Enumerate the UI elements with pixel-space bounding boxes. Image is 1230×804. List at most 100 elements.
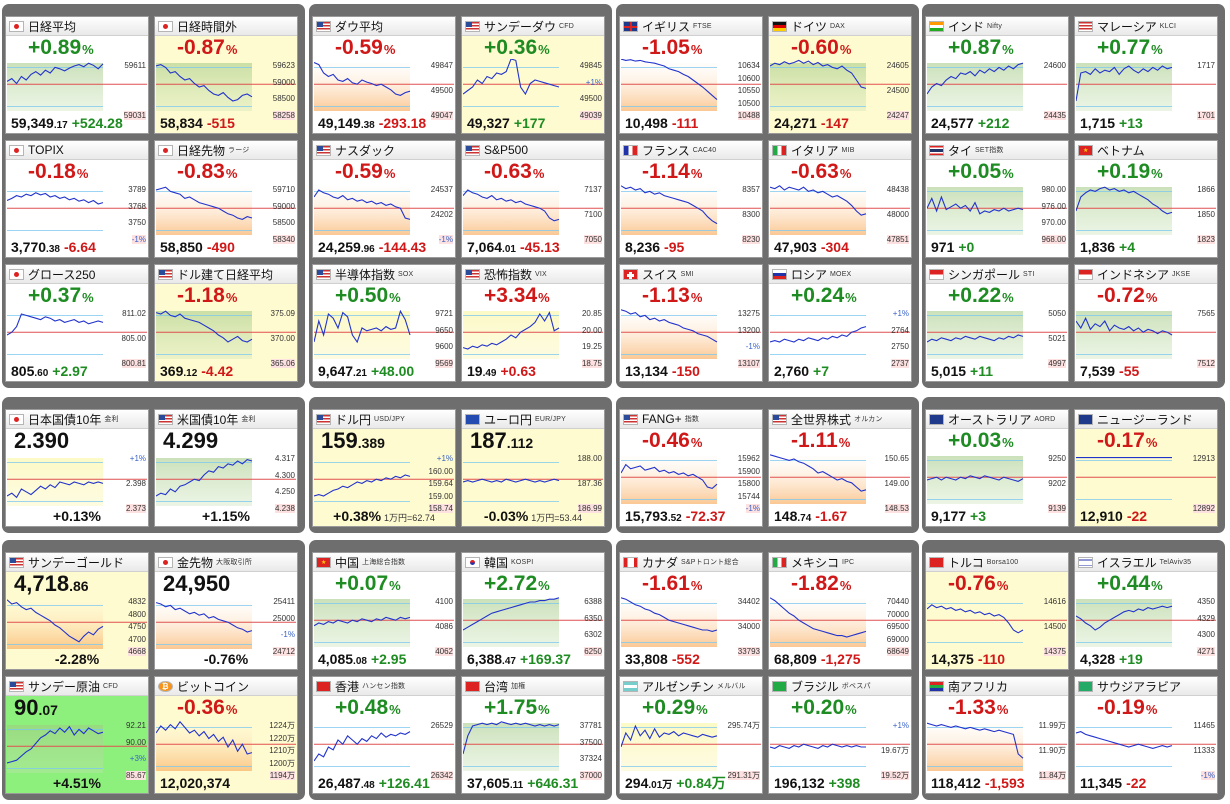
market-tile-china[interactable]: ★ 中国 上海総合指数 +0.07% 4100 4086 4062 4,085.08 +2.95 — [312, 552, 456, 670]
price-chart — [1076, 186, 1216, 235]
axis-tick: 4329 — [1197, 614, 1215, 623]
market-tile-malaysia[interactable]: マレーシア KLCI +0.77% 1717 1701 1,715 +13 — [1074, 16, 1218, 134]
market-tile-eurjpy[interactable]: ユーロ円 EUR/JPY 187.112 188.00 187.36 186.99 -0.0… — [461, 409, 605, 527]
axis-tick: 188.00 — [577, 454, 602, 463]
market-tile-saudi[interactable]: サウジアラビア -0.19% 11465 11333 -1% 11,345 -22 — [1074, 676, 1218, 794]
market-tile-indonesia[interactable]: インドネシア JKSE -0.72% 7565 7512 7,539 -55 — [1074, 264, 1218, 382]
current-price: 26,487 — [318, 775, 361, 791]
market-tile-israel[interactable]: イスラエル TelAviv35 +0.44% 4350 4329 4300 4271 4,32… — [1074, 552, 1218, 670]
market-subname: 金利 — [241, 416, 256, 423]
price-chart — [463, 461, 603, 502]
market-tile-nasdaq[interactable]: ナスダック -0.59% 24537 24202 -1% 24,259.96 -144.43 — [312, 140, 456, 258]
market-name: ダウ平均 — [335, 19, 384, 34]
current-price: 805 — [11, 363, 35, 379]
tile-footer: 49,327 +177 — [462, 114, 604, 133]
market-tile-topix[interactable]: TOPIX -0.18% 3789 3768 3750 -1% 3,770.38 -6.64 — [5, 140, 149, 258]
market-subname: ハンセン指数 — [362, 683, 406, 690]
kr-flag-icon — [465, 556, 480, 568]
change-percent: +0.29% — [642, 696, 708, 719]
market-tile-australia[interactable]: オーストラリア AORD +0.03% 9250 9202 9139 9,177 +3 — [925, 409, 1069, 527]
market-tile-southafrica[interactable]: 南アフリカ -1.33% 11.99万 11.90万 11.84万 118,412 -1,5… — [925, 676, 1069, 794]
chart-shade — [621, 63, 717, 111]
price-line — [927, 604, 1024, 634]
market-tile-mexico[interactable]: メキシコ IPC -1.82% 70440 70000 69500 69000 68649 68… — [768, 552, 912, 670]
market-tile-bitcoin[interactable]: ₿ ビットコイン -0.36% 1224万 1220万 1210万 1200万 1194万 12… — [154, 676, 298, 794]
us-flag-icon — [9, 556, 24, 568]
axis-tick: 6250 — [584, 647, 602, 656]
market-tile-jgb10[interactable]: 日本国債10年 金利 2.390 +1% 2.398 2.373 +0.13% — [5, 409, 149, 527]
market-tile-turkey[interactable]: トルコ Borsa100 -0.76% 14616 14500 14375 14,375 -1… — [925, 552, 1069, 670]
market-tile-canada[interactable]: カナダ S&Pトロント総合 -1.61% 34402 34000 33793 33,808-… — [619, 552, 763, 670]
market-tile-nikkei-night[interactable]: 日経時間外 -0.87% 59623 59000 58500 58258 58,834 -51… — [154, 16, 298, 134]
axis-tick: 1866 — [1197, 185, 1215, 194]
jp-flag-icon — [9, 20, 24, 32]
market-tile-ust10[interactable]: 米国債10年 金利 4.299 4.317 4.300 4.250 4.238 +1.15% — [154, 409, 298, 527]
market-tile-dow[interactable]: ダウ平均 -0.59% 49847 49500 49047 49,149.38 -293.1… — [312, 16, 456, 134]
market-tile-fang[interactable]: FANG+ 指数 -0.46% 15962 15900 15800 15744 -1% 15,7… — [619, 409, 763, 527]
chart-shade — [156, 311, 252, 359]
market-name: サンデーダウ — [484, 19, 557, 34]
axis-tick: 20.00 — [581, 326, 602, 335]
price-line — [314, 616, 411, 627]
market-tile-uk[interactable]: イギリス FTSE -1.05% 10634 10600 10550 10500 10488 1… — [619, 16, 763, 134]
market-tile-usdjpy[interactable]: ドル円 USD/JPY 159.389 +1% 160.00 159.64 159.00 15… — [312, 409, 456, 527]
market-tile-france[interactable]: フランス CAC40 -1.14% 8357 8300 8230 8,236 -95 — [619, 140, 763, 258]
tile-footer: 33,808 -552 — [620, 650, 762, 669]
change-percent: +0.48% — [335, 696, 401, 719]
axis-tick: 1850 — [1197, 210, 1215, 219]
change-percent: +0.77% — [1097, 36, 1163, 59]
market-tile-korea[interactable]: 韓国 KOSPI +2.72% 6388 6350 6302 6250 6,388.47 +16… — [461, 552, 605, 670]
market-tile-argentina[interactable]: アルゼンチン メルバル +0.29% 295.74万 291.31万 294.01万 +0.… — [619, 676, 763, 794]
market-tile-hongkong[interactable]: 香港 ハンセン指数 +0.48% 26529 26342 26,487.48 +126.41 — [312, 676, 456, 794]
tile-footer: 24,271 -147 — [769, 114, 911, 133]
change-value: -55 — [1119, 363, 1140, 379]
tile-header: 金先物 大阪取引所 — [155, 553, 297, 572]
market-name: 日本国債10年 — [28, 412, 102, 427]
market-tile-growth250[interactable]: グロース250 +0.37% 811.02 805.00 800.81 805.60 +2.… — [5, 264, 149, 382]
market-tile-dollar-nikkei[interactable]: ドル建て日経平均 -1.18% 375.09 370.00 365.06 369.12 -4… — [154, 264, 298, 382]
market-tile-vix[interactable]: 恐怖指数 VIX +3.34% 20.85 20.00 19.25 18.75 19.49 +0… — [461, 264, 605, 382]
axis-tick: 8230 — [742, 235, 760, 244]
change-value: -110 — [977, 651, 1006, 667]
market-tile-swiss[interactable]: スイス SMI -1.13% 13275 13200 -1% 13107 13,134 -150 — [619, 264, 763, 382]
axis-tick: 295.74万 — [727, 721, 760, 730]
tile-header: ★ ベトナム — [1075, 141, 1217, 160]
market-tile-sunday-gold[interactable]: サンデーゴールド 4,718.86 4832 4800 4750 4700 4668 -2.2… — [5, 552, 149, 670]
market-tile-taiwan[interactable]: 台湾 加権 +1.75% 37781 37500 37324 37000 37,605.11 +… — [461, 676, 605, 794]
th-flag-icon — [929, 144, 944, 156]
market-tile-india[interactable]: インド Nifty +0.87% 24600 24435 24,577 +212 — [925, 16, 1069, 134]
tile-header: ₿ ビットコイン — [155, 677, 297, 696]
tile-header: ドル円 USD/JPY — [313, 410, 455, 429]
market-tile-sox[interactable]: 半導体指数 SOX +0.50% 9721 9650 9600 9569 9,647.21 +4… — [312, 264, 456, 382]
market-tile-vietnam[interactable]: ★ ベトナム +0.19% 1866 1850 1823 1,836 +4 — [1074, 140, 1218, 258]
tile-footer: 11,345 -22 — [1075, 774, 1217, 793]
market-tile-newzealand[interactable]: ニュージーランド -0.17% 12913 12892 12,910 -22 — [1074, 409, 1218, 527]
tile-header: マレーシア KLCI — [1075, 17, 1217, 36]
market-tile-germany[interactable]: ドイツ DAX -0.60% 24605 24500 24247 24,271 -147 — [768, 16, 912, 134]
market-tile-italy[interactable]: イタリア MIB -0.63% 48438 48000 47851 47,903 -304 — [768, 140, 912, 258]
market-tile-sp500[interactable]: S&P500 -0.63% 7137 7100 7050 7,064.01 -45.13 — [461, 140, 605, 258]
market-tile-sunday-dow[interactable]: サンデーダウ CFD +0.36% 49845 +1% 49500 49039 49,327 +… — [461, 16, 605, 134]
price-line — [927, 475, 1024, 482]
market-tile-acwi[interactable]: 全世界株式 オルカン -1.11% 150.65 149.00 148.53 148.74-… — [768, 409, 912, 527]
market-tile-sunday-oil[interactable]: サンデー原油 CFD 90.07 92.21 90.00 +3% 85.67 +4.51% — [5, 676, 149, 794]
chart-shade — [927, 187, 1023, 235]
price-chart — [156, 310, 296, 359]
market-tile-thai[interactable]: タイ SET指数 +0.05% 980.00 976.00 970.00 968.00 971… — [925, 140, 1069, 258]
market-tile-nikkei-futures[interactable]: 日経先物 ラージ -0.83% 59710 59000 58500 58340 58,850-… — [154, 140, 298, 258]
market-tile-russia[interactable]: ロシア MOEX +0.24% +1% 2764 2750 2737 2,760 +7 — [768, 264, 912, 382]
axis-tick: 4350 — [1197, 597, 1215, 606]
market-tile-gold-futures[interactable]: 金先物 大阪取引所 24,950 25411 25000 -1% 24712 -0.76% — [154, 552, 298, 670]
market-tile-singapore[interactable]: シンガポール STI +0.22% 5050 5021 4997 5,015 +11 — [925, 264, 1069, 382]
price-line — [1076, 731, 1173, 749]
axis-tick: 2750 — [891, 342, 909, 351]
axis-tick: 1220万 — [269, 734, 295, 743]
chart-shade — [1076, 187, 1172, 235]
market-name: サンデー原油 — [28, 679, 101, 694]
market-tile-brazil[interactable]: ブラジル ボベスパ +0.20% +1% 19.67万 19.52万 196,132 +398 — [768, 676, 912, 794]
market-tile-nikkei[interactable]: 日経平均 +0.89% 59611 59031 59,349.17 +524.28 — [5, 16, 149, 134]
market-name: 日経平均 — [28, 19, 77, 34]
sg-flag-icon — [929, 268, 944, 280]
change-percent: -0.72% — [1097, 284, 1158, 307]
axis-tick: 11.84万 — [1038, 771, 1066, 780]
